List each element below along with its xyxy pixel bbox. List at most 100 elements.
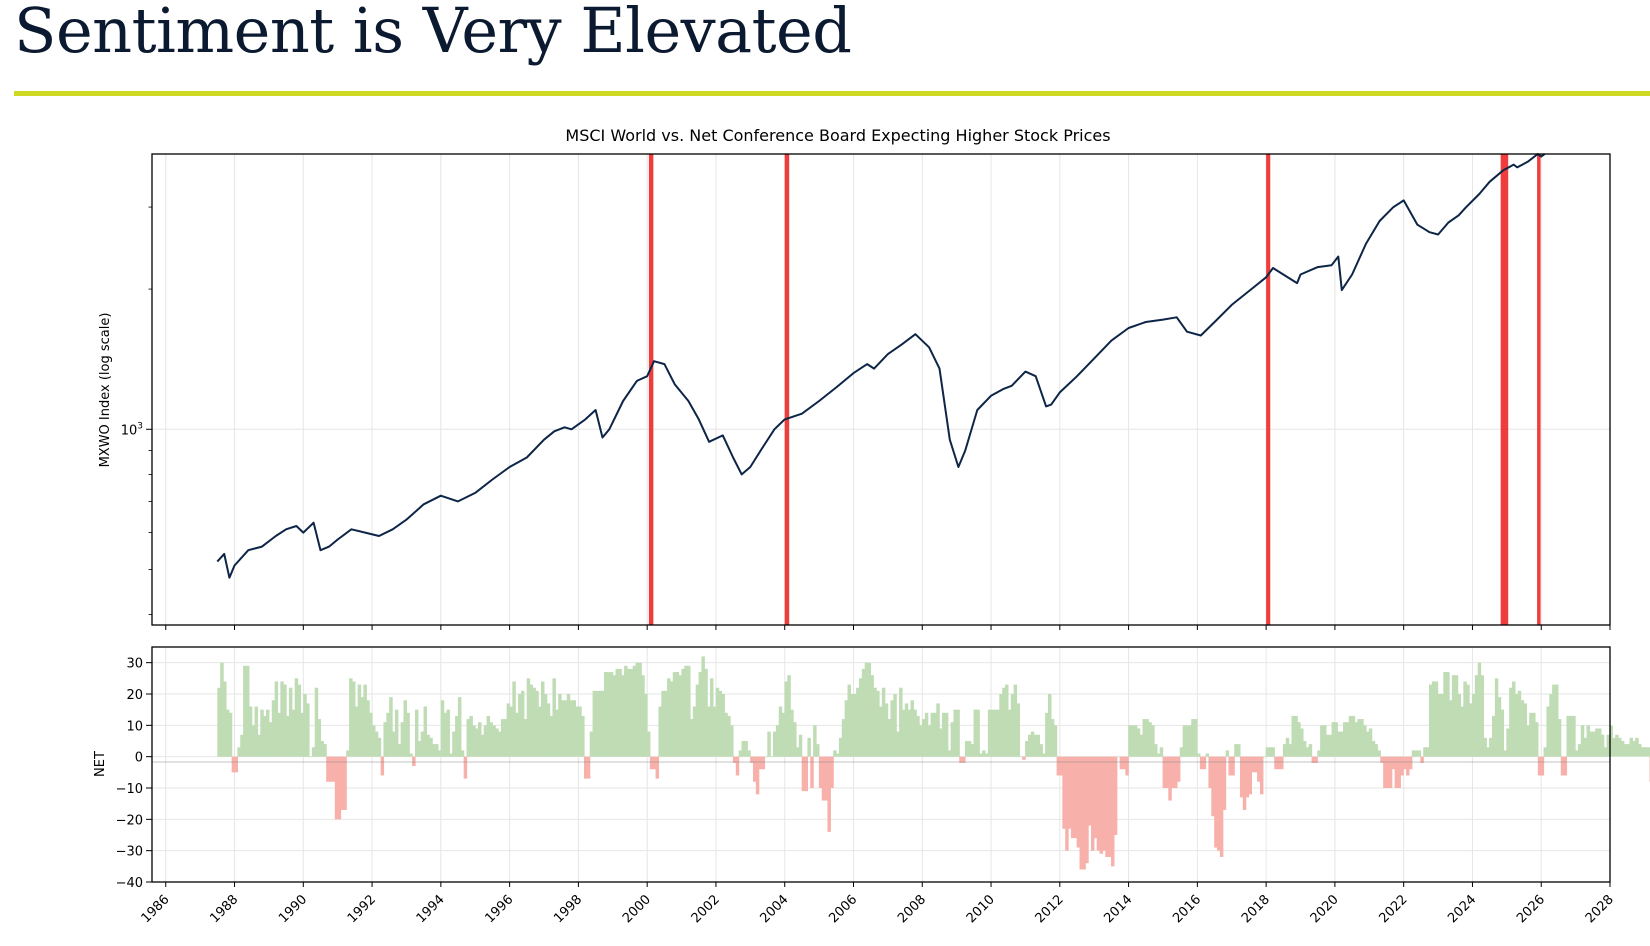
net-bar bbox=[1580, 725, 1585, 757]
x-tick-label-2020: 2020 bbox=[1308, 892, 1342, 926]
net-bar bbox=[1025, 741, 1029, 757]
net-bar bbox=[228, 712, 233, 757]
net-bar bbox=[1337, 731, 1341, 757]
net-bar bbox=[1171, 756, 1175, 788]
net-bar bbox=[1257, 756, 1261, 782]
net-bar bbox=[830, 756, 834, 788]
net-bar bbox=[1111, 756, 1115, 867]
net-bar bbox=[472, 725, 476, 757]
net-bar bbox=[1285, 737, 1290, 757]
net-bar bbox=[503, 719, 508, 757]
net-bar bbox=[738, 750, 743, 757]
net-bar bbox=[1271, 747, 1275, 757]
net-bar bbox=[1506, 728, 1510, 757]
net-bar bbox=[386, 712, 390, 757]
net-bar bbox=[973, 709, 977, 757]
net-bar bbox=[649, 756, 654, 770]
net-bar bbox=[1451, 675, 1456, 757]
net-bar bbox=[340, 756, 344, 810]
net-bar bbox=[1497, 697, 1502, 757]
net-bar bbox=[881, 687, 886, 757]
net-bar bbox=[1082, 756, 1086, 870]
net-bar bbox=[1509, 687, 1513, 757]
net-bar bbox=[1159, 747, 1164, 757]
x-tick-label-2008: 2008 bbox=[895, 892, 929, 926]
net-bar bbox=[1537, 756, 1542, 776]
net-bar bbox=[478, 722, 482, 757]
net-bar bbox=[1076, 756, 1081, 848]
net-bar bbox=[1434, 681, 1439, 757]
net-bar bbox=[549, 715, 554, 757]
net-bar bbox=[867, 662, 872, 757]
net-bar bbox=[727, 715, 731, 757]
net-bar bbox=[432, 744, 436, 757]
net-bar bbox=[1062, 756, 1066, 829]
net-bar bbox=[1517, 690, 1522, 757]
net-bar bbox=[1348, 715, 1353, 757]
net-bars bbox=[217, 656, 1650, 870]
net-bar bbox=[767, 731, 771, 757]
net-bar bbox=[583, 756, 588, 779]
net-bar bbox=[237, 747, 241, 757]
net-bar bbox=[1520, 700, 1525, 757]
net-bar bbox=[1595, 728, 1599, 757]
net-bar bbox=[1406, 756, 1410, 776]
net-bar bbox=[288, 687, 293, 757]
net-bar bbox=[280, 681, 284, 757]
net-bar bbox=[893, 694, 897, 757]
net-bar bbox=[306, 703, 310, 757]
net-bar bbox=[1070, 756, 1075, 839]
net-bar bbox=[535, 690, 539, 757]
net-bar bbox=[672, 672, 677, 757]
net-bar bbox=[429, 737, 433, 757]
net-bar bbox=[1380, 756, 1384, 763]
net-bar bbox=[1494, 678, 1499, 757]
net-bar bbox=[323, 744, 327, 757]
net-bar bbox=[435, 744, 439, 757]
net-bar bbox=[624, 665, 628, 757]
net-bar bbox=[1343, 722, 1347, 757]
net-bar bbox=[801, 756, 806, 792]
net-bar bbox=[1239, 756, 1244, 798]
net-bar bbox=[1560, 756, 1565, 776]
net-bar bbox=[681, 668, 685, 757]
net-bar bbox=[844, 700, 849, 757]
net-bar bbox=[334, 756, 339, 820]
net-bar bbox=[942, 712, 946, 757]
bottom-y-tick-label-20: 20 bbox=[126, 688, 143, 703]
net-bar bbox=[538, 706, 542, 757]
net-bar bbox=[369, 712, 373, 757]
net-bar bbox=[904, 703, 909, 757]
net-bar bbox=[604, 672, 608, 757]
net-bar bbox=[515, 712, 519, 757]
net-bar bbox=[380, 756, 385, 776]
net-bar bbox=[575, 706, 579, 757]
net-bar bbox=[773, 731, 777, 757]
net-bar bbox=[626, 668, 631, 757]
net-bar bbox=[847, 684, 851, 757]
net-bar bbox=[520, 690, 525, 757]
net-bar bbox=[1280, 756, 1284, 770]
net-bar bbox=[1397, 756, 1401, 788]
net-bar bbox=[1503, 750, 1507, 757]
net-bar bbox=[836, 753, 840, 757]
net-bar bbox=[1569, 715, 1573, 757]
top-y-tick-exponent: 3 bbox=[137, 421, 143, 431]
net-bar bbox=[795, 747, 800, 757]
net-bar bbox=[1474, 675, 1479, 757]
net-bar bbox=[1211, 756, 1215, 817]
net-bar bbox=[225, 709, 230, 757]
net-bar bbox=[1027, 734, 1032, 757]
net-bar bbox=[1131, 725, 1135, 757]
net-bar bbox=[1297, 722, 1301, 757]
net-bar bbox=[1640, 747, 1645, 757]
x-tick-label-2004: 2004 bbox=[758, 892, 792, 926]
net-bar bbox=[1552, 684, 1556, 757]
net-bar bbox=[363, 684, 367, 757]
net-bar bbox=[1065, 756, 1069, 851]
net-bar bbox=[1237, 744, 1241, 757]
net-bar bbox=[993, 709, 998, 757]
net-bar bbox=[861, 668, 866, 757]
net-bar bbox=[1176, 756, 1181, 782]
